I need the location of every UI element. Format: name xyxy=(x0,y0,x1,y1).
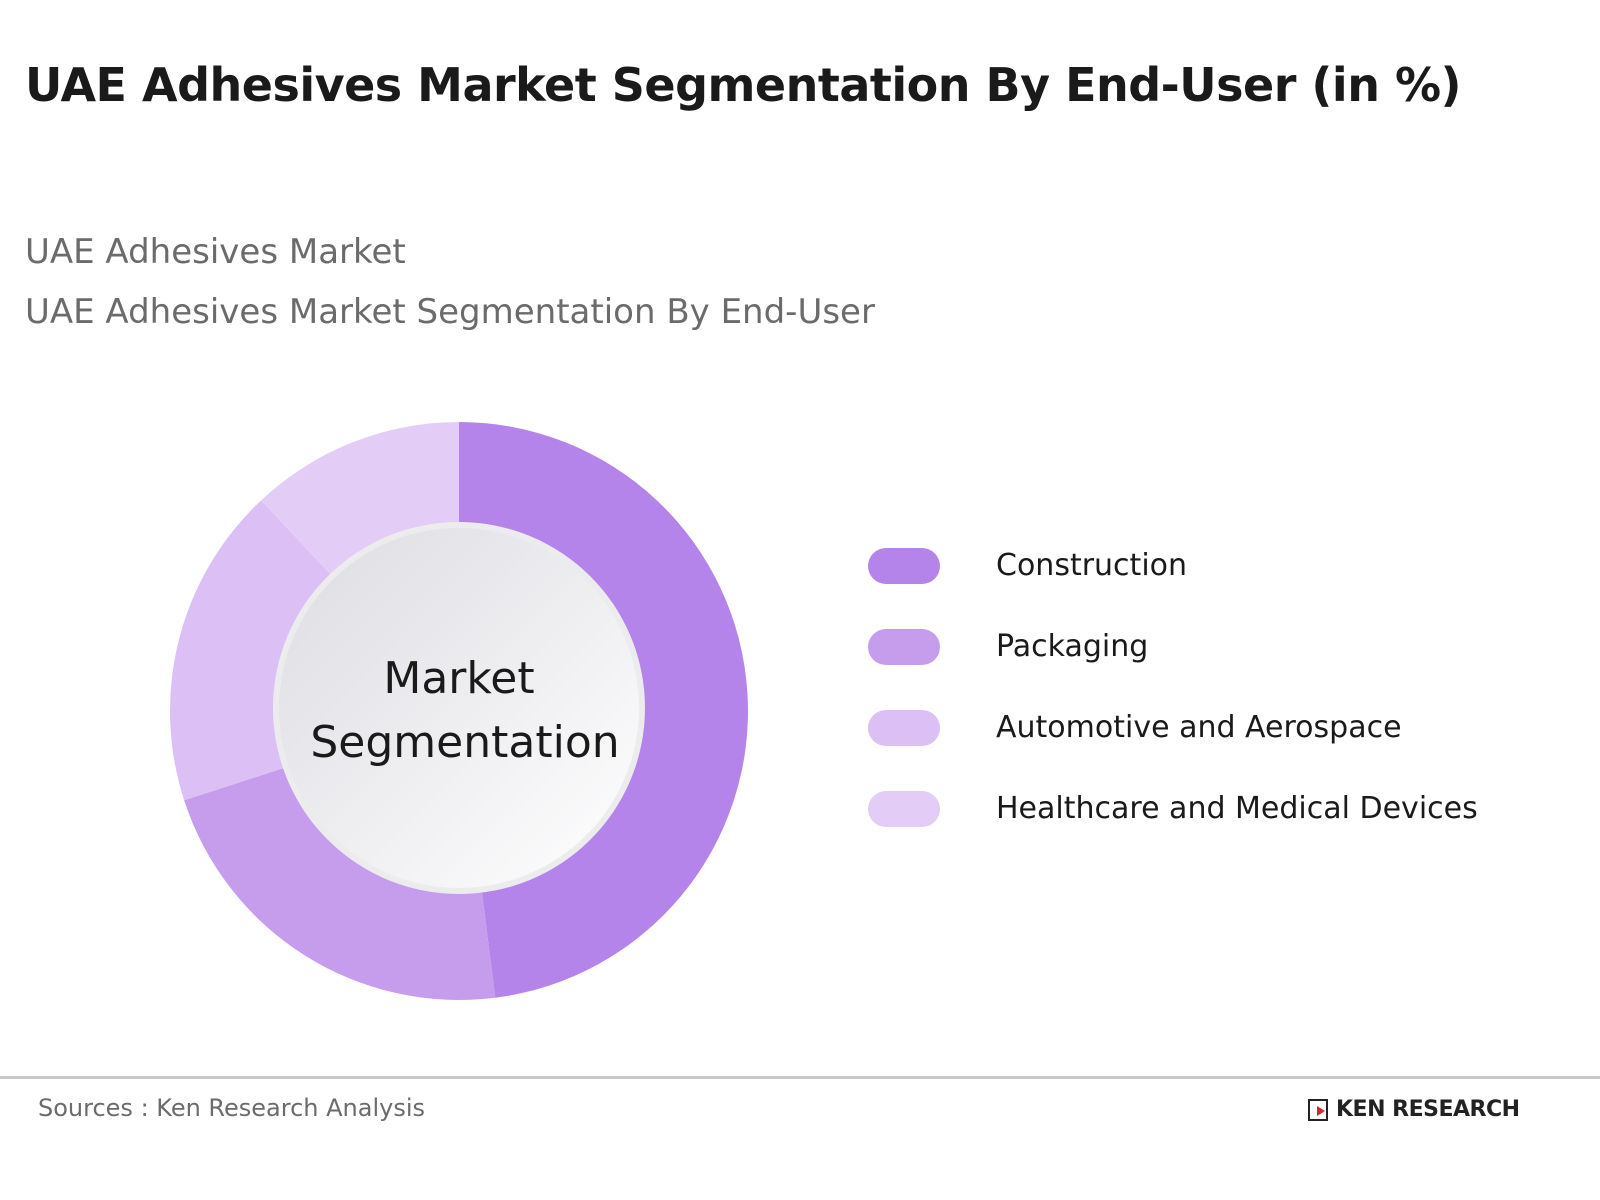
subtitle-segmentation: UAE Adhesives Market Segmentation By End… xyxy=(25,292,875,332)
source-note: Sources : Ken Research Analysis xyxy=(38,1094,426,1122)
center-disc xyxy=(279,528,639,888)
logo-text: KEN RESEARCH xyxy=(1336,1097,1520,1122)
legend-swatch xyxy=(868,547,940,584)
logo-mark-icon xyxy=(1308,1098,1328,1121)
slice-automotive-and-aerospace xyxy=(170,500,357,801)
legend-swatch xyxy=(868,709,940,746)
legend-item-construction: Construction xyxy=(868,523,1478,608)
center-label-line1: Market xyxy=(383,653,534,704)
legend-label: Automotive and Aerospace xyxy=(996,710,1402,745)
legend-item-healthcare: Healthcare and Medical Devices xyxy=(868,766,1478,851)
legend: Construction Packaging Automotive and Ae… xyxy=(868,527,1478,851)
legend-item-automotive: Automotive and Aerospace xyxy=(868,685,1478,770)
center-label-line2: Segmentation xyxy=(310,717,619,768)
ken-research-logo: KEN RESEARCH xyxy=(1308,1097,1520,1122)
legend-item-packaging: Packaging xyxy=(868,604,1478,689)
footer-divider xyxy=(0,1076,1600,1079)
legend-label: Construction xyxy=(996,548,1188,583)
chart-title: UAE Adhesives Market Segmentation By End… xyxy=(25,58,1462,112)
legend-swatch xyxy=(868,628,940,665)
legend-swatch xyxy=(868,790,940,827)
donut-chart: Market Segmentation xyxy=(170,422,748,1000)
slice-packaging xyxy=(184,757,496,1000)
subtitle-market: UAE Adhesives Market xyxy=(25,232,406,272)
legend-label: Healthcare and Medical Devices xyxy=(996,791,1478,826)
legend-label: Packaging xyxy=(996,629,1149,664)
